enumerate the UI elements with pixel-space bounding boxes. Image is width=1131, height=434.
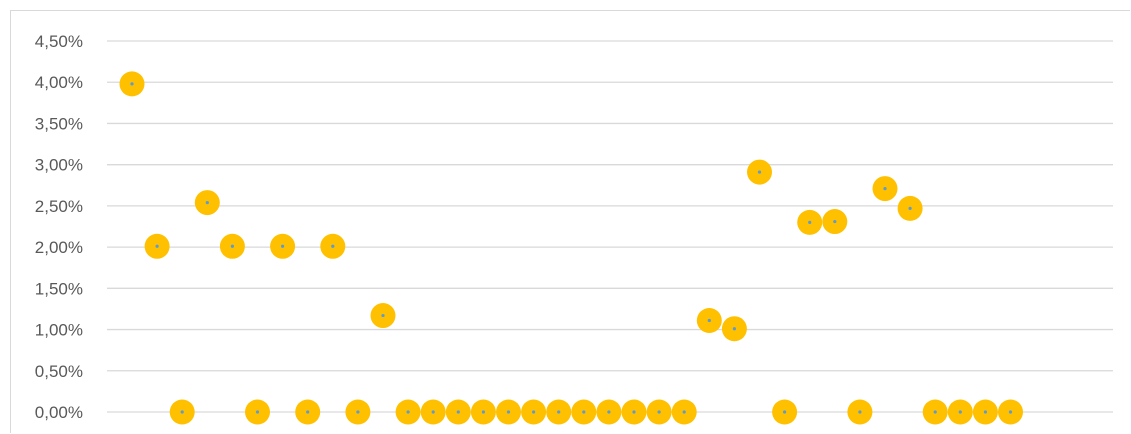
data-point-center xyxy=(205,200,209,205)
data-point-center xyxy=(933,410,937,414)
data-point xyxy=(671,399,697,425)
data-point xyxy=(169,399,195,425)
data-point xyxy=(897,195,923,221)
y-tick-label: 1,50% xyxy=(35,279,83,298)
data-point-center xyxy=(180,410,184,414)
data-point xyxy=(144,233,170,259)
data-point xyxy=(119,71,145,97)
data-point xyxy=(445,399,471,425)
data-point xyxy=(345,399,371,425)
data-points xyxy=(119,71,1023,425)
data-point xyxy=(596,399,622,425)
data-point-center xyxy=(506,410,511,414)
data-point-center xyxy=(331,244,335,248)
data-point xyxy=(872,176,898,202)
data-point-center xyxy=(757,170,762,174)
data-point-center xyxy=(281,244,285,248)
data-point-center xyxy=(230,244,234,248)
data-point-center xyxy=(557,410,561,414)
data-point xyxy=(797,209,823,235)
data-point-center xyxy=(657,410,661,414)
data-point xyxy=(571,399,597,425)
data-point xyxy=(772,399,798,425)
data-point-center xyxy=(707,318,711,323)
data-point-center xyxy=(833,219,837,224)
data-point-center xyxy=(255,410,260,414)
data-point-center xyxy=(1008,410,1013,414)
data-point-center xyxy=(732,327,737,331)
y-tick-label: 2,00% xyxy=(35,238,83,257)
data-point xyxy=(747,159,772,185)
data-point xyxy=(546,399,572,425)
y-tick-label: 4,50% xyxy=(35,32,83,51)
data-point-center xyxy=(481,410,485,414)
data-point xyxy=(947,399,973,425)
data-point-center xyxy=(155,244,159,248)
data-point xyxy=(320,233,346,259)
y-tick-label: 0,00% xyxy=(35,403,83,422)
data-point xyxy=(219,233,245,259)
data-point xyxy=(420,399,446,425)
data-point-center xyxy=(431,410,435,414)
data-point-center xyxy=(958,410,962,414)
data-point xyxy=(395,399,421,425)
data-point xyxy=(721,316,747,342)
data-point xyxy=(245,399,270,425)
data-point xyxy=(270,233,296,259)
y-tick-label: 0,50% xyxy=(35,362,83,381)
data-point xyxy=(470,399,496,425)
y-tick-label: 3,50% xyxy=(35,114,83,133)
data-point-center xyxy=(456,410,460,414)
data-point-center xyxy=(582,410,586,414)
data-point xyxy=(922,399,948,425)
data-point xyxy=(194,190,220,216)
chart-frame xyxy=(10,10,1130,433)
data-point-center xyxy=(607,410,611,414)
data-point-center xyxy=(983,410,988,414)
data-point xyxy=(847,399,873,425)
y-tick-label: 1,00% xyxy=(35,321,83,340)
data-point xyxy=(521,399,547,425)
data-point-center xyxy=(682,410,686,414)
data-point xyxy=(621,399,647,425)
data-point-center xyxy=(356,410,360,414)
data-point-center xyxy=(130,82,134,86)
data-point-center xyxy=(632,410,636,414)
data-point xyxy=(370,303,396,329)
data-point xyxy=(696,307,722,333)
data-point-center xyxy=(406,410,410,414)
gridlines xyxy=(107,40,1113,413)
data-point-center xyxy=(808,220,812,224)
data-point xyxy=(822,209,848,235)
data-point xyxy=(998,399,1023,425)
data-point xyxy=(496,399,521,425)
y-tick-label: 2,50% xyxy=(35,197,83,216)
data-point xyxy=(972,399,998,425)
data-point-center xyxy=(908,206,912,210)
data-point xyxy=(646,399,672,425)
data-point-center xyxy=(306,410,310,414)
data-point xyxy=(295,399,321,425)
data-point-center xyxy=(381,313,385,318)
data-point-center xyxy=(858,410,862,414)
y-tick-label: 3,00% xyxy=(35,156,83,175)
data-point-center xyxy=(883,186,887,191)
data-point-center xyxy=(532,410,536,414)
y-axis-tick-labels: 0,00% 0,50% 1,00% 1,50% 2,00% 2,50% 3,00% 3,50%… xyxy=(35,32,83,422)
data-point-center xyxy=(783,410,787,414)
y-tick-label: 4,00% xyxy=(35,73,83,92)
